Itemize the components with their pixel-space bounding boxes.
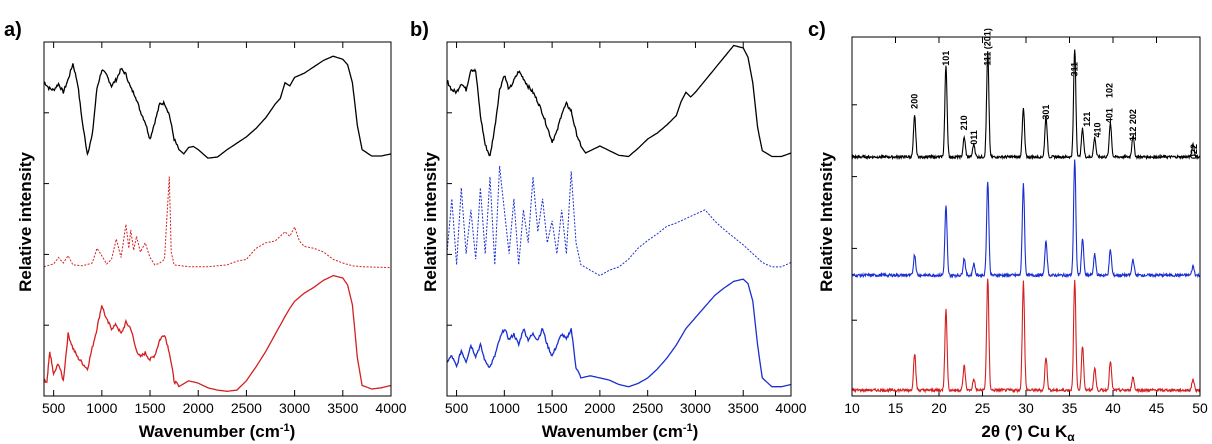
panel-b-y-tick-marks bbox=[447, 112, 452, 326]
peak-label: 311 bbox=[1070, 62, 1080, 77]
panel-b-x-axis-title: Wavenumber (cm-1) bbox=[542, 422, 699, 441]
spectrum-line-3 bbox=[446, 278, 792, 388]
peak-label: 121 bbox=[1082, 112, 1092, 127]
x-tick-label: 500 bbox=[445, 400, 469, 416]
spectrum-line-2 bbox=[43, 176, 392, 269]
xrd-pattern-line-3 bbox=[851, 278, 1201, 394]
peak-label: 401 bbox=[1105, 108, 1115, 123]
peak-label: 410 bbox=[1092, 122, 1102, 137]
x-tick-label: 2000 bbox=[183, 400, 214, 416]
x-tick-label: 1500 bbox=[134, 400, 165, 416]
x-tick-label: 4000 bbox=[375, 400, 406, 416]
panel-a-series-lines bbox=[43, 55, 392, 392]
x-tick-label: 3000 bbox=[279, 400, 310, 416]
x-tick-label: 20 bbox=[931, 400, 947, 416]
panel-b-plot-frame bbox=[446, 41, 792, 397]
panel-c-label: c) bbox=[808, 19, 826, 41]
peak-label: 301 bbox=[1041, 105, 1051, 120]
panel-c-x-axis-title: 2θ (°) Cu Kα bbox=[981, 422, 1075, 444]
panel-a-ftir-chart: a) Relative intensity Wavenumber (cm-1) … bbox=[4, 19, 407, 441]
x-tick-label: 3000 bbox=[680, 400, 711, 416]
panel-a-label: a) bbox=[4, 19, 22, 41]
panel-c-x-tick-labels: 10 15 20 25 30 35 40 45 50 bbox=[844, 37, 1208, 416]
xrd-pattern-line-2 bbox=[851, 159, 1201, 279]
x-tick-label: 35 bbox=[1062, 400, 1078, 416]
panel-c-plot-frame bbox=[851, 36, 1201, 397]
peak-label: 102 bbox=[1105, 83, 1115, 98]
x-tick-label: 500 bbox=[42, 400, 66, 416]
peak-label: 112 202 bbox=[1128, 109, 1138, 141]
peak-label: 011 bbox=[969, 130, 979, 145]
x-tick-label: 15 bbox=[888, 400, 904, 416]
peak-label: 200 bbox=[910, 94, 920, 109]
x-tick-label: 2000 bbox=[584, 400, 615, 416]
panel-b-x-tick-labels: 500 1000 1500 2000 2500 3000 3500 4000 bbox=[445, 42, 807, 416]
panel-a-y-tick-marks bbox=[44, 112, 49, 326]
x-tick-label: 2500 bbox=[231, 400, 262, 416]
panel-b-y-axis-title: Relative intensity bbox=[421, 152, 440, 292]
panel-a-x-axis-title: Wavenumber (cm-1) bbox=[139, 422, 296, 441]
x-tick-label: 25 bbox=[975, 400, 991, 416]
panel-c-xrd-chart: c) Relative Intensity 2θ (°) Cu Kα 10 15 2… bbox=[808, 19, 1208, 444]
panel-c-series-lines bbox=[851, 49, 1201, 394]
peak-label: 111 (201) bbox=[983, 28, 993, 66]
x-tick-label: 4000 bbox=[775, 400, 806, 416]
x-tick-label: 3500 bbox=[327, 400, 358, 416]
panel-b-series-lines bbox=[446, 44, 792, 388]
x-tick-label: 3500 bbox=[728, 400, 759, 416]
x-tick-label: 1500 bbox=[537, 400, 568, 416]
panel-a-y-axis-title: Relative intensity bbox=[16, 152, 35, 292]
panel-a-x-tick-labels: 500 1000 1500 2000 2500 3000 3500 4000 bbox=[42, 42, 407, 416]
panel-c-x-axis-subscript: α bbox=[1067, 430, 1075, 444]
panel-b-label: b) bbox=[410, 19, 429, 41]
panel-b-ftir-chart: b) Relative intensity Wavenumber (cm-1) … bbox=[410, 19, 807, 441]
x-tick-label: 1000 bbox=[489, 400, 520, 416]
x-tick-label: 40 bbox=[1105, 400, 1121, 416]
spectrum-line-1 bbox=[446, 44, 792, 158]
spectrum-line-3 bbox=[43, 274, 392, 392]
peak-label: 210 bbox=[959, 115, 969, 130]
peak-label: 022 bbox=[1189, 144, 1199, 159]
spectrum-line-2 bbox=[446, 165, 792, 277]
x-tick-label: 2500 bbox=[632, 400, 663, 416]
x-tick-label: 1000 bbox=[86, 400, 117, 416]
xrd-pattern-line-1 bbox=[851, 49, 1201, 161]
x-tick-label: 30 bbox=[1018, 400, 1034, 416]
panel-a-plot-frame bbox=[43, 41, 392, 397]
panel-c-y-axis-title: Relative Intensity bbox=[817, 152, 836, 292]
x-tick-label: 45 bbox=[1149, 400, 1165, 416]
panel-c-y-tick-marks bbox=[852, 104, 857, 321]
x-tick-label: 10 bbox=[844, 400, 860, 416]
x-tick-label: 50 bbox=[1192, 400, 1208, 416]
panel-a-x-axis-unit-exponent: -1 bbox=[280, 422, 290, 434]
peak-label: 101 bbox=[941, 51, 951, 66]
spectrum-line-1 bbox=[43, 55, 392, 159]
panel-b-x-axis-unit-exponent: -1 bbox=[683, 422, 693, 434]
